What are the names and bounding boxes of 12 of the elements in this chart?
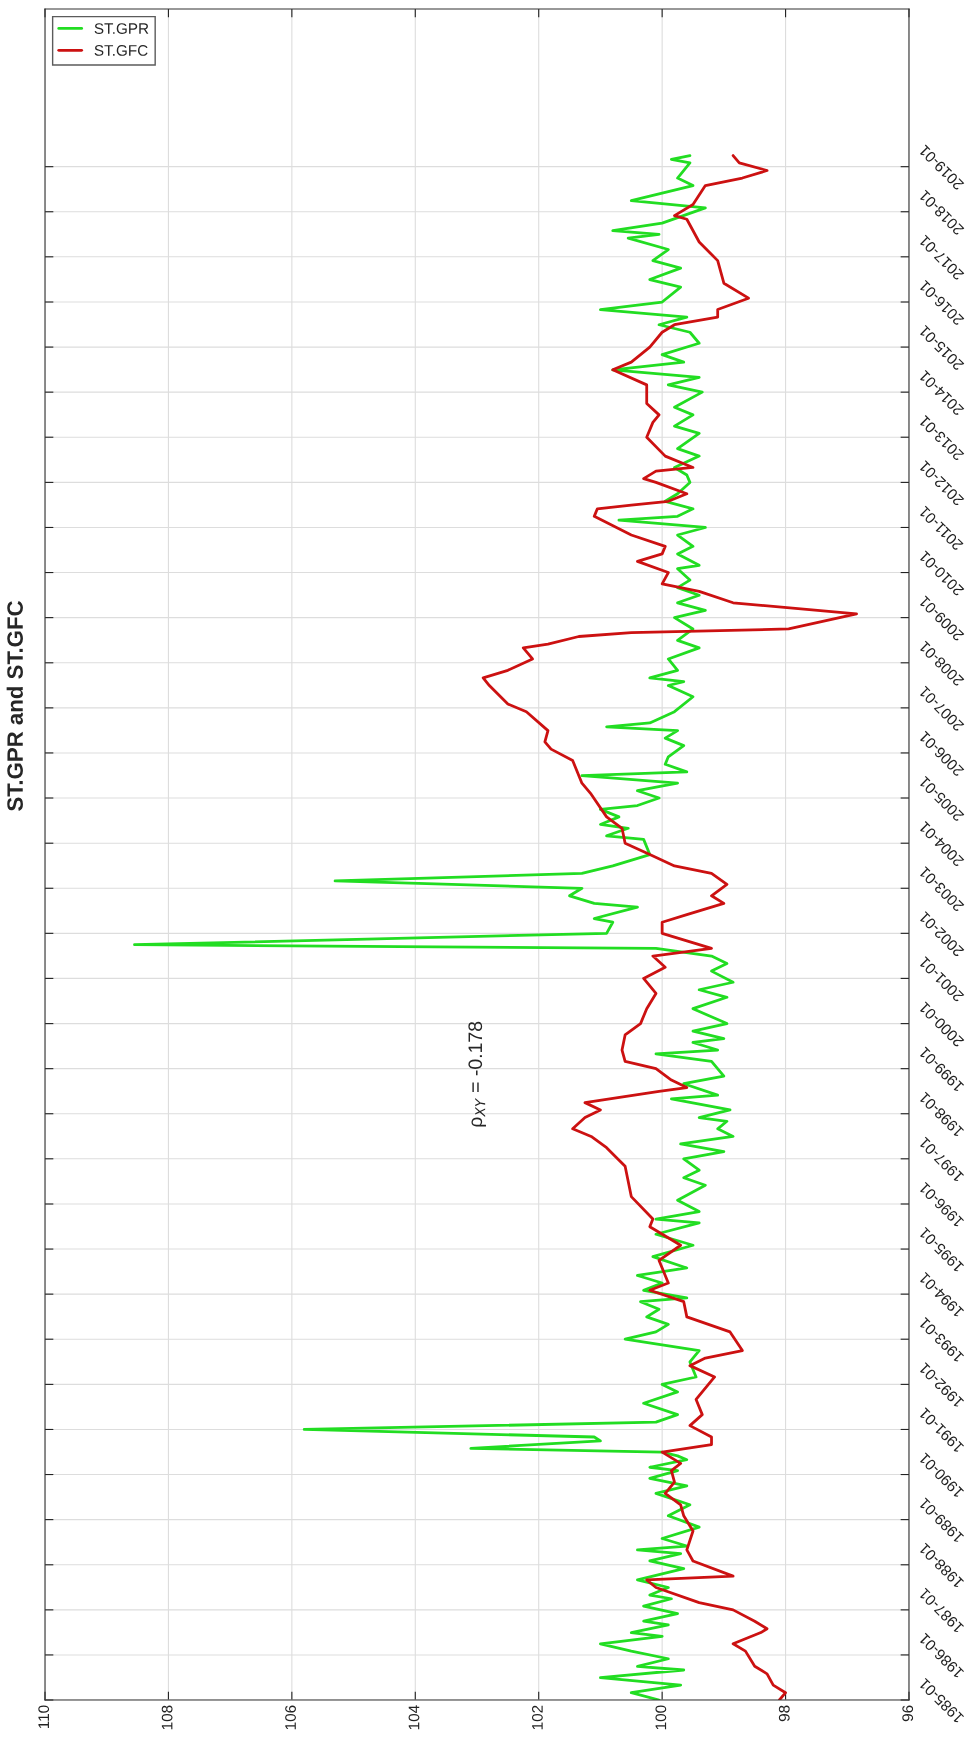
x-tick-label: 104 bbox=[408, 1705, 420, 1730]
annotation: ρ$_{XY}$ = -0.178 bbox=[468, 1021, 486, 1127]
x-tick-label: 110 bbox=[38, 1705, 50, 1729]
legend-label: ST.GFC bbox=[94, 45, 148, 56]
x-tick-label: 108 bbox=[161, 1705, 173, 1730]
x-tick-label: 96 bbox=[902, 1705, 914, 1722]
x-tick-label: 106 bbox=[285, 1705, 296, 1730]
legend-label: ST.GPR bbox=[94, 23, 149, 34]
x-tick-label: 100 bbox=[655, 1705, 667, 1730]
x-tick-label: 98 bbox=[778, 1705, 790, 1722]
text: ST.GPR and ST.GFC bbox=[6, 601, 23, 811]
x-tick-label: 102 bbox=[532, 1705, 543, 1730]
